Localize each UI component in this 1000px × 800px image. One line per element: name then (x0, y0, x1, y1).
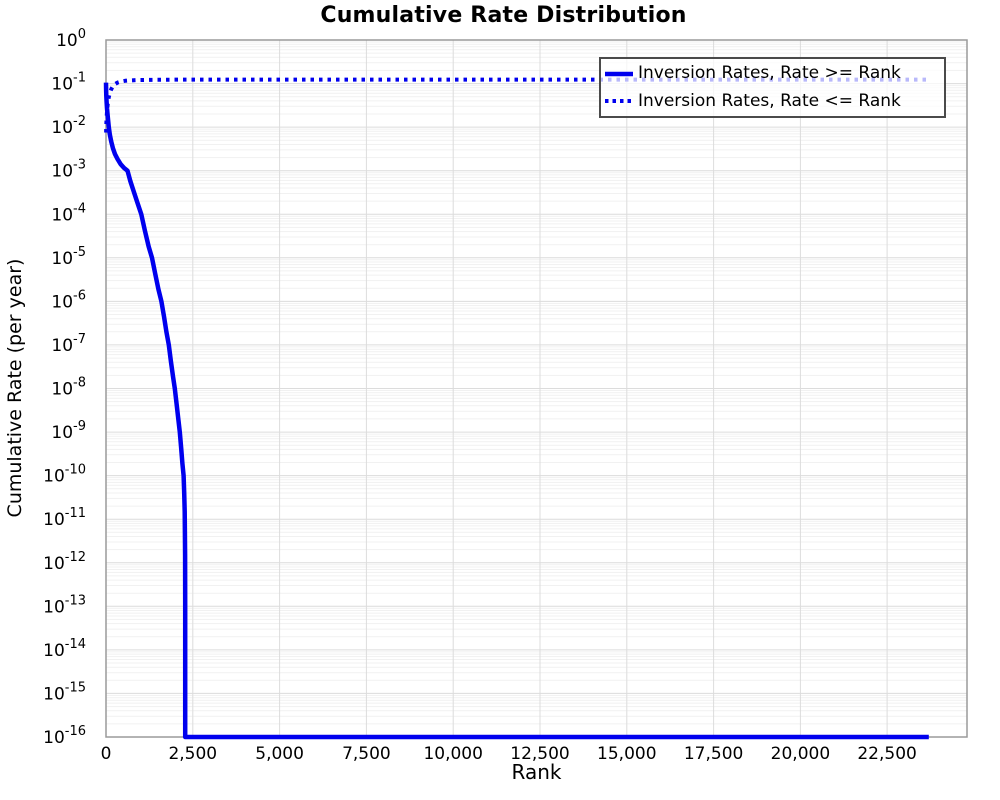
y-tick-label: 10-8 (51, 376, 86, 400)
y-tick-label: 10-1 (51, 71, 86, 95)
legend-label: Inversion Rates, Rate >= Rank (638, 63, 901, 84)
legend-entry-rate-ge-rank: Inversion Rates, Rate >= Rank (604, 60, 940, 88)
x-tick-label: 20,000 (771, 744, 830, 764)
y-tick-label: 10-7 (51, 332, 86, 356)
x-tick-label: 2,500 (168, 744, 217, 764)
y-tick-labels: 100 10-1 10-2 10-3 10-4 10-5 10-6 10-7 10-8 10-9 1… (43, 27, 86, 748)
major-gridlines (106, 39, 967, 738)
x-tick-labels: 0 2,500 5,000 7,500 10,000 12,500 15,000 17,500… (101, 744, 917, 764)
x-tick-label: 12,500 (510, 744, 569, 764)
legend-entry-rate-le-rank: Inversion Rates, Rate <= Rank (604, 88, 940, 116)
x-tick-label: 0 (101, 744, 112, 764)
y-tick-label: 10-10 (43, 463, 86, 487)
y-tick-label: 10-9 (51, 419, 86, 443)
y-tick-label: 100 (56, 27, 86, 51)
y-tick-label: 10-3 (51, 158, 86, 182)
solid-line-sample-icon (605, 71, 633, 76)
y-tick-label: 10-13 (43, 593, 86, 617)
legend: Inversion Rates, Rate >= Rank Inversion … (599, 57, 946, 118)
legend-label: Inversion Rates, Rate <= Rank (638, 90, 901, 111)
chart-title: Cumulative Rate Distribution (320, 3, 687, 28)
y-tick-label: 10-4 (51, 201, 86, 225)
minor-gridlines (106, 41, 967, 725)
y-tick-label: 10-5 (51, 245, 86, 269)
y-tick-label: 10-2 (51, 114, 86, 138)
y-tick-label: 10-14 (43, 637, 86, 661)
y-tick-label: 10-11 (43, 506, 86, 530)
x-tick-label: 22,500 (857, 744, 916, 764)
x-tick-label: 5,000 (255, 744, 304, 764)
y-tick-label: 10-6 (51, 288, 86, 312)
series-line-rate-ge-rank (103, 82, 929, 740)
x-tick-label: 10,000 (423, 744, 482, 764)
y-tick-label: 10-16 (43, 724, 86, 748)
x-tick-label: 17,500 (684, 744, 743, 764)
series-line-rate-le-rank (104, 77, 929, 133)
x-tick-label: 15,000 (597, 744, 656, 764)
x-axis-title: Rank (511, 760, 562, 784)
y-tick-label: 10-12 (43, 550, 86, 574)
dotted-line-sample-icon (605, 99, 633, 104)
x-tick-label: 7,500 (342, 744, 391, 764)
y-tick-label: 10-15 (43, 680, 86, 704)
